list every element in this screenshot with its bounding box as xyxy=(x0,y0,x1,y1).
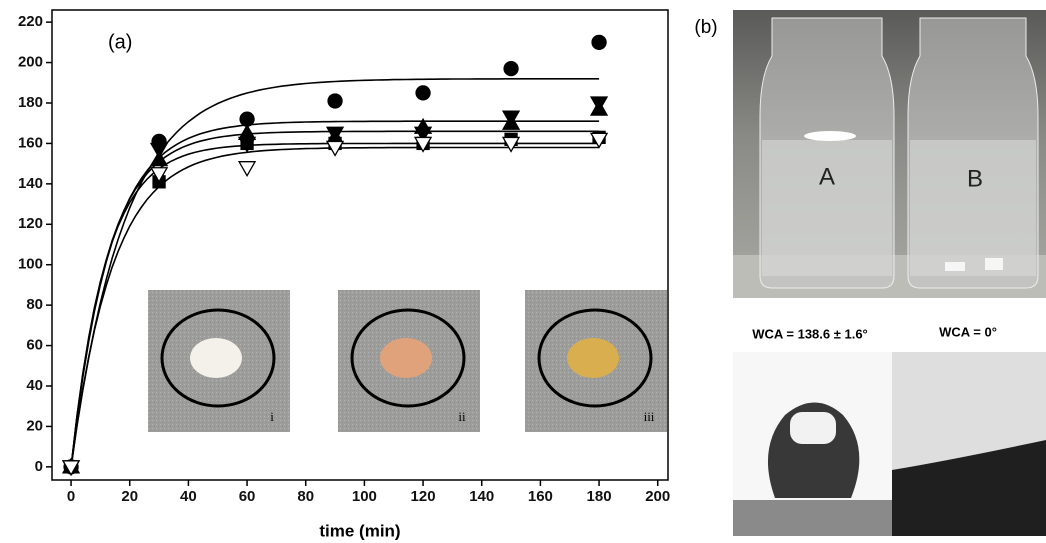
x-axis-label: time (min) xyxy=(319,521,400,540)
x-tick-label: 200 xyxy=(645,488,670,505)
inset-label: iii xyxy=(644,409,655,424)
x-tick-label: 140 xyxy=(469,488,494,505)
data-point xyxy=(416,86,430,100)
page: {"chart_data": {"type": "scatter", "anno… xyxy=(0,0,1046,543)
data-point xyxy=(328,94,342,108)
contact-angle-label: WCA = 0° xyxy=(939,324,997,339)
x-tick-label: 60 xyxy=(239,488,256,505)
vial-photo xyxy=(733,10,1046,298)
y-tick-label: 0 xyxy=(35,458,43,475)
data-point xyxy=(239,162,255,176)
x-tick-label: 40 xyxy=(180,488,197,505)
figure: (a) time (min) iiiiii 020406080100120140… xyxy=(0,0,1046,543)
droplet-photo xyxy=(733,352,1046,536)
x-tick-label: 160 xyxy=(528,488,553,505)
data-point xyxy=(151,143,167,157)
panel-label: (a) xyxy=(108,31,132,53)
vial-label: A xyxy=(819,163,835,190)
y-tick-label: 40 xyxy=(26,377,43,394)
y-tick-label: 80 xyxy=(26,296,43,313)
y-tick-label: 100 xyxy=(18,256,43,273)
sample xyxy=(380,338,432,378)
y-tick-label: 20 xyxy=(26,417,43,434)
x-tick-label: 20 xyxy=(121,488,138,505)
x-tick-label: 180 xyxy=(587,488,612,505)
panel-label: (b) xyxy=(694,17,717,38)
x-tick-label: 80 xyxy=(297,488,314,505)
x-tick-label: 120 xyxy=(411,488,436,505)
x-tick-label: 0 xyxy=(67,488,75,505)
sample xyxy=(190,338,242,378)
data-point xyxy=(504,62,518,76)
y-tick-label: 220 xyxy=(18,13,43,30)
y-tick-label: 60 xyxy=(26,337,43,354)
y-tick-label: 120 xyxy=(18,215,43,232)
y-tick-label: 160 xyxy=(18,134,43,151)
vial-label: B xyxy=(967,165,983,192)
x-tick-label: 100 xyxy=(352,488,377,505)
data-point xyxy=(591,97,607,111)
sample xyxy=(567,338,619,378)
inset-label: ii xyxy=(458,409,466,424)
data-point xyxy=(503,111,519,125)
contact-angle-label: WCA = 138.6 ± 1.6° xyxy=(752,326,868,341)
y-tick-label: 140 xyxy=(18,175,43,192)
y-tick-label: 200 xyxy=(18,54,43,71)
data-point xyxy=(592,35,606,49)
inset-label: i xyxy=(270,409,274,424)
y-tick-label: 180 xyxy=(18,94,43,111)
